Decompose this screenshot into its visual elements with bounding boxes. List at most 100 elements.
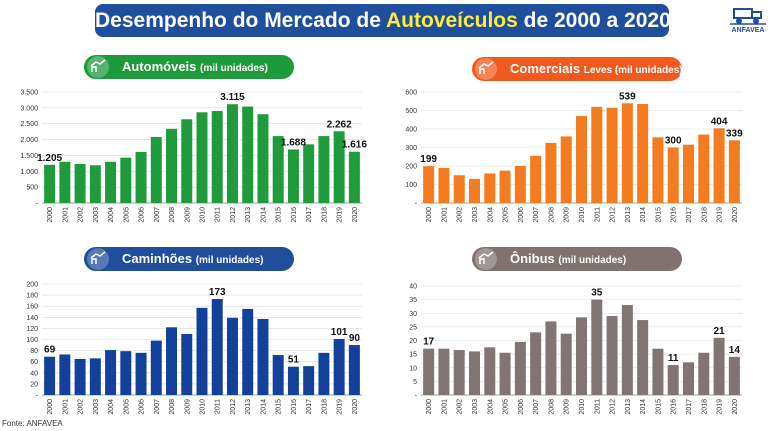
x-tick-label: 2002: [457, 399, 464, 415]
bar: [59, 354, 71, 395]
bar: [637, 320, 649, 395]
x-tick-label: 2007: [533, 207, 540, 223]
bar: [682, 362, 695, 395]
title-prefix: Desempenho do Mercado de: [95, 9, 386, 32]
bar: [89, 358, 101, 395]
x-tick-label: 2016: [671, 399, 678, 415]
y-tick-label: 30: [409, 311, 417, 318]
bar: [453, 350, 465, 395]
x-tick-label: 2004: [487, 207, 494, 223]
x-tick-label: 2014: [640, 207, 647, 223]
bar: [257, 318, 269, 395]
x-tick-label: 2020: [352, 399, 359, 415]
data-label: 3.115: [220, 92, 245, 103]
y-tick-label: 20: [30, 381, 38, 388]
bar: [196, 112, 208, 203]
x-tick-label: 2012: [610, 207, 617, 223]
y-tick-label: 1.000: [20, 169, 38, 176]
x-tick-label: 2006: [139, 399, 146, 415]
x-tick-label: 2004: [487, 399, 494, 415]
x-tick-label: 2004: [108, 207, 115, 223]
bar: [196, 307, 208, 395]
x-tick-label: 2017: [686, 399, 693, 415]
pill-title: Ônibus: [510, 251, 555, 266]
data-label: 300: [665, 136, 682, 147]
bar: [333, 338, 345, 395]
bar: [682, 144, 695, 203]
x-tick-label: 2005: [123, 207, 130, 223]
data-label: 173: [209, 287, 226, 298]
bar: [438, 348, 450, 395]
bar: [150, 137, 162, 203]
bar: [575, 116, 588, 203]
data-label: 101: [331, 327, 348, 338]
bar: [713, 128, 725, 203]
bar: [135, 151, 147, 203]
x-tick-label: 2015: [276, 399, 283, 415]
x-tick-label: 2010: [579, 399, 586, 415]
bar: [514, 341, 526, 395]
bar: [530, 332, 542, 395]
x-tick-label: 2010: [579, 207, 586, 223]
bar: [728, 356, 740, 395]
title-suffix: de 2000 a 2020: [517, 9, 671, 32]
bar: [44, 356, 56, 395]
bar: [287, 366, 299, 395]
x-tick-label: 2019: [337, 207, 344, 223]
bar: [303, 366, 315, 395]
bar: [560, 333, 572, 395]
bar: [606, 107, 618, 203]
bar: [484, 173, 496, 203]
data-label: 21: [714, 326, 726, 337]
y-tick-label: 1.500: [20, 153, 38, 160]
x-tick-label: 2003: [93, 207, 100, 223]
x-tick-label: 2018: [701, 399, 708, 415]
data-label: 199: [420, 154, 437, 165]
y-tick-label: 35: [409, 297, 417, 304]
x-tick-label: 2009: [184, 399, 191, 415]
source-note: Fonte: ANFAVEA: [2, 419, 63, 428]
chart-growth-icon: [475, 248, 497, 270]
onibus-title-pill: Ônibus (mil unidades): [472, 247, 682, 271]
x-tick-label: 2013: [245, 399, 252, 415]
x-tick-label: 2001: [441, 207, 448, 223]
comerciais-title-pill: Comerciais Leves (mil unidades): [472, 57, 683, 81]
bar: [499, 352, 511, 395]
pill-title: Comerciais: [510, 61, 581, 76]
bar: [468, 178, 481, 203]
x-tick-label: 2003: [472, 399, 479, 415]
x-tick-label: 2014: [640, 399, 647, 415]
caminhoes-title-pill: Caminhões (mil unidades): [84, 247, 294, 271]
data-label: 35: [591, 288, 603, 299]
y-tick-label: 400: [405, 127, 417, 134]
bar: [242, 308, 254, 395]
data-label: 339: [726, 128, 743, 139]
x-tick-label: 2005: [503, 399, 510, 415]
data-label: 1.205: [37, 153, 62, 164]
data-label: 539: [619, 91, 636, 102]
y-tick-label: 100: [405, 182, 417, 189]
pill-unit: Leves (mil unidades): [583, 65, 683, 76]
x-tick-label: 2002: [457, 207, 464, 223]
x-tick-label: 2012: [230, 207, 237, 223]
data-label: 2.262: [327, 119, 352, 130]
x-tick-label: 2017: [306, 207, 313, 223]
data-label: 404: [711, 116, 728, 127]
bar: [120, 351, 132, 395]
x-tick-label: 2018: [701, 207, 708, 223]
x-tick-label: 2007: [154, 399, 161, 415]
bar: [530, 155, 542, 203]
y-tick-label: 200: [26, 282, 38, 289]
bar: [257, 114, 269, 203]
bar: [575, 317, 588, 395]
x-tick-label: 2015: [655, 399, 662, 415]
x-tick-label: 2020: [352, 207, 359, 223]
x-tick-label: 2002: [78, 207, 85, 223]
x-tick-label: 2014: [260, 399, 267, 415]
bar: [667, 147, 679, 203]
anfavea-logo: ANFAVEA: [726, 3, 770, 37]
y-tick-label: 500: [26, 185, 38, 192]
pill-unit: (mil unidades): [558, 255, 627, 266]
